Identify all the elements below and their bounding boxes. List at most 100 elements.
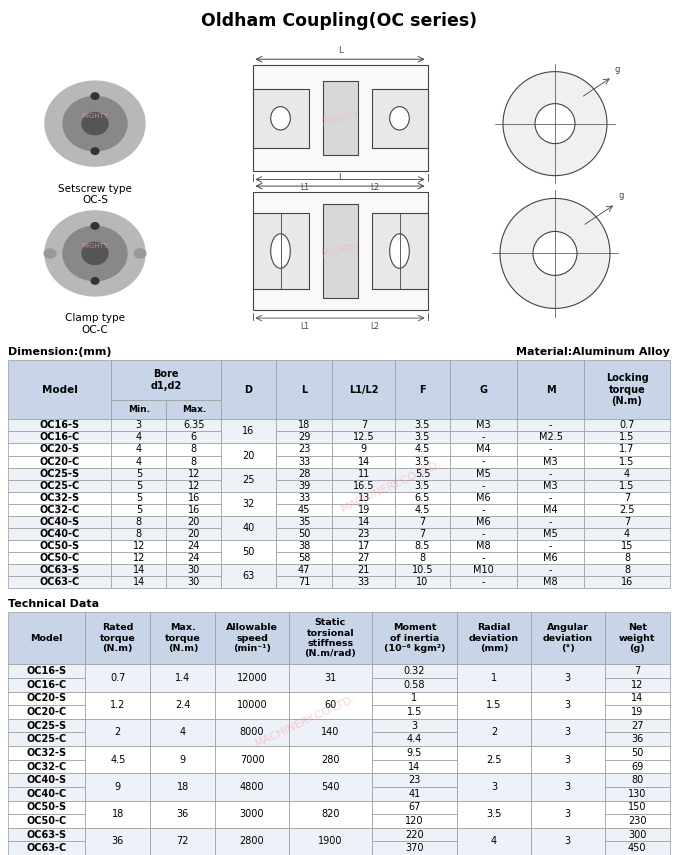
Bar [222, 360, 276, 419]
Bar [8, 678, 85, 692]
Bar [111, 492, 166, 504]
Bar [372, 678, 457, 692]
Text: 45: 45 [298, 504, 311, 515]
Bar [166, 504, 222, 516]
Ellipse shape [45, 211, 145, 296]
Text: 60: 60 [324, 700, 336, 711]
Text: 3.5: 3.5 [415, 421, 430, 430]
Bar [85, 719, 151, 746]
Bar [372, 612, 457, 664]
Text: MIGHTY: MIGHTY [81, 113, 108, 119]
Circle shape [503, 72, 607, 175]
Text: L1: L1 [300, 322, 309, 331]
Text: 36: 36 [177, 809, 189, 819]
Bar [166, 468, 222, 480]
Text: 7: 7 [634, 666, 641, 676]
Bar [457, 612, 531, 664]
Text: 38: 38 [298, 541, 310, 551]
Text: 10: 10 [416, 577, 428, 587]
Text: Locking
torque
(N.m): Locking torque (N.m) [605, 373, 648, 406]
Text: 2: 2 [491, 728, 497, 738]
Text: L: L [301, 385, 307, 395]
Bar [111, 552, 166, 564]
Text: OC40-C: OC40-C [39, 529, 80, 539]
Bar [450, 492, 517, 504]
Text: Net
weight
(g): Net weight (g) [619, 623, 656, 653]
Text: 27: 27 [358, 553, 370, 563]
Text: 16.5: 16.5 [353, 481, 375, 491]
Text: 32: 32 [242, 498, 255, 509]
Text: Material:Aluminum Alloy: Material:Aluminum Alloy [516, 347, 670, 357]
Text: 12.5: 12.5 [353, 433, 375, 442]
Text: Radial
deviation
(mm): Radial deviation (mm) [469, 623, 519, 653]
Text: OC25-S: OC25-S [39, 469, 80, 479]
Text: 8000: 8000 [240, 728, 264, 738]
Text: Moment
of inertia
(10⁻⁶ kgm²): Moment of inertia (10⁻⁶ kgm²) [384, 623, 445, 653]
Text: 36: 36 [112, 836, 124, 846]
Ellipse shape [63, 97, 127, 150]
Bar [450, 540, 517, 552]
Bar [517, 432, 584, 444]
Text: 3.5: 3.5 [415, 481, 430, 491]
Bar [8, 719, 85, 733]
Ellipse shape [134, 249, 146, 258]
Bar [166, 419, 222, 432]
Bar [531, 664, 605, 692]
Bar [395, 468, 450, 480]
Text: 1: 1 [412, 693, 418, 704]
Text: 41: 41 [408, 788, 420, 799]
Text: 14: 14 [358, 457, 370, 467]
Bar [395, 432, 450, 444]
Bar [111, 400, 166, 419]
Text: OC32-C: OC32-C [39, 504, 80, 515]
Ellipse shape [82, 242, 108, 264]
Text: -: - [481, 504, 485, 515]
Bar [166, 456, 222, 468]
Bar [216, 664, 289, 692]
Text: 230: 230 [628, 816, 647, 826]
Text: 3: 3 [412, 721, 418, 731]
Bar [372, 828, 457, 841]
Text: 7: 7 [420, 517, 426, 527]
Bar [8, 746, 85, 760]
Bar [457, 692, 531, 719]
Bar [8, 419, 111, 432]
Text: 1.5: 1.5 [486, 700, 502, 711]
Text: Technical Data: Technical Data [8, 599, 99, 609]
Ellipse shape [390, 107, 410, 130]
Text: 21: 21 [358, 565, 370, 575]
Bar [289, 828, 372, 855]
Bar [450, 516, 517, 528]
Text: 8: 8 [420, 553, 426, 563]
Bar [395, 419, 450, 432]
Text: 47: 47 [298, 565, 311, 575]
Bar [395, 492, 450, 504]
Bar [372, 719, 457, 733]
Ellipse shape [82, 113, 108, 135]
Bar [8, 576, 111, 588]
Text: 1.5: 1.5 [619, 457, 635, 467]
Text: 25: 25 [242, 475, 255, 485]
Text: OC50-S: OC50-S [26, 802, 66, 812]
Bar [85, 612, 151, 664]
Bar [276, 528, 332, 540]
Bar [8, 456, 111, 468]
Bar [372, 733, 457, 746]
Bar [166, 516, 222, 528]
Text: M6: M6 [476, 492, 491, 503]
Bar [531, 719, 605, 746]
Text: Static
torsional
stiffness
(N.m/rad): Static torsional stiffness (N.m/rad) [304, 618, 356, 658]
Text: 58: 58 [298, 553, 311, 563]
Text: 24: 24 [188, 541, 200, 551]
Bar [517, 419, 584, 432]
Bar [8, 787, 85, 800]
Text: 120: 120 [405, 816, 424, 826]
Text: Model: Model [42, 385, 78, 395]
Bar [457, 664, 531, 692]
Text: D: D [245, 385, 252, 395]
Text: -: - [549, 517, 553, 527]
Bar [8, 432, 111, 444]
Bar [222, 516, 276, 540]
Text: 12: 12 [133, 541, 145, 551]
Text: 2.4: 2.4 [175, 700, 191, 711]
